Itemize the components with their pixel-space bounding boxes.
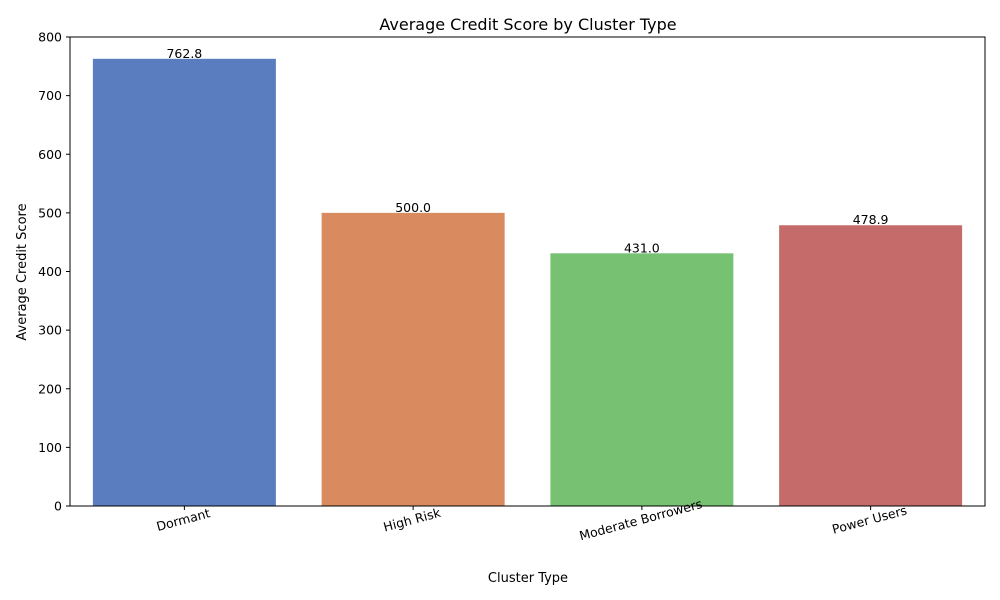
chart-title: Average Credit Score by Cluster Type xyxy=(379,15,676,34)
y-tick-label: 500 xyxy=(38,205,62,220)
data-label: 431.0 xyxy=(624,240,660,255)
y-tick-label: 100 xyxy=(38,440,62,455)
x-tick-label: Power Users xyxy=(830,502,908,536)
x-tick-label: Dormant xyxy=(155,505,212,534)
y-tick-label: 0 xyxy=(54,499,62,514)
bar xyxy=(321,212,505,506)
data-label: 762.8 xyxy=(166,46,202,61)
plot-area: 762.8 500.0 431.0 478.9 0 100 200 300 400 500 600 7… xyxy=(38,30,986,543)
data-label: 478.9 xyxy=(853,212,889,227)
y-tick-label: 700 xyxy=(38,88,62,103)
y-tick-label: 200 xyxy=(38,381,62,396)
x-axis-label: Cluster Type xyxy=(488,571,568,586)
y-tick-label: 800 xyxy=(38,30,62,45)
bar xyxy=(92,58,276,506)
data-label: 500.0 xyxy=(395,200,431,215)
y-tick-label: 600 xyxy=(38,147,62,162)
y-axis-label: Average Credit Score xyxy=(15,203,30,340)
bar xyxy=(550,253,734,506)
x-tick-label: High Risk xyxy=(382,505,443,535)
bar xyxy=(779,225,963,506)
y-tick-label: 400 xyxy=(38,264,62,279)
y-tick-label: 300 xyxy=(38,323,62,338)
